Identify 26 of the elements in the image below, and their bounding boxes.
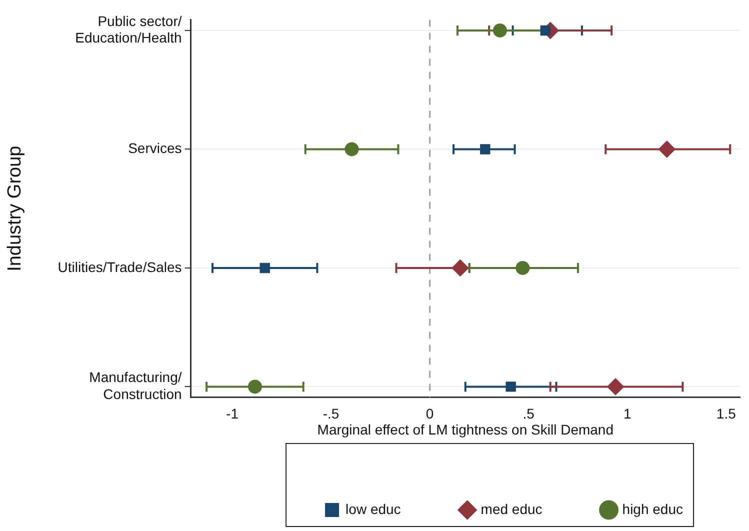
point (480, 144, 490, 154)
point (506, 382, 516, 392)
x-tick-label: .5 (522, 406, 535, 422)
y-tick-label: Public sector/ Education/Health (75, 12, 182, 46)
x-axis-title: Marginal effect of LM tightness on Skill Demand (317, 421, 614, 438)
point (658, 140, 676, 158)
point (452, 259, 469, 276)
point (248, 380, 262, 394)
point (260, 262, 270, 274)
point (344, 142, 359, 156)
x-tick-label: -1 (226, 406, 239, 422)
legend-label: high educ (622, 500, 683, 517)
x-tick-label: 1.5 (716, 406, 736, 422)
legend-label: low educ (346, 500, 401, 517)
point (516, 260, 530, 275)
point (540, 25, 550, 36)
x-tick-label: 1 (623, 406, 632, 422)
x-tick-label: 0 (426, 406, 434, 422)
x-tick-label: -.5 (322, 406, 340, 422)
point (492, 23, 507, 38)
y-tick-label: Manufacturing/ Construction (89, 369, 182, 402)
legend-label: med educ (480, 500, 542, 517)
point (607, 378, 624, 396)
y-axis-title: Industry Group (4, 146, 26, 272)
y-tick-label: Services (128, 140, 182, 156)
y-tick-label: Utilities/Trade/Sales (58, 258, 182, 275)
